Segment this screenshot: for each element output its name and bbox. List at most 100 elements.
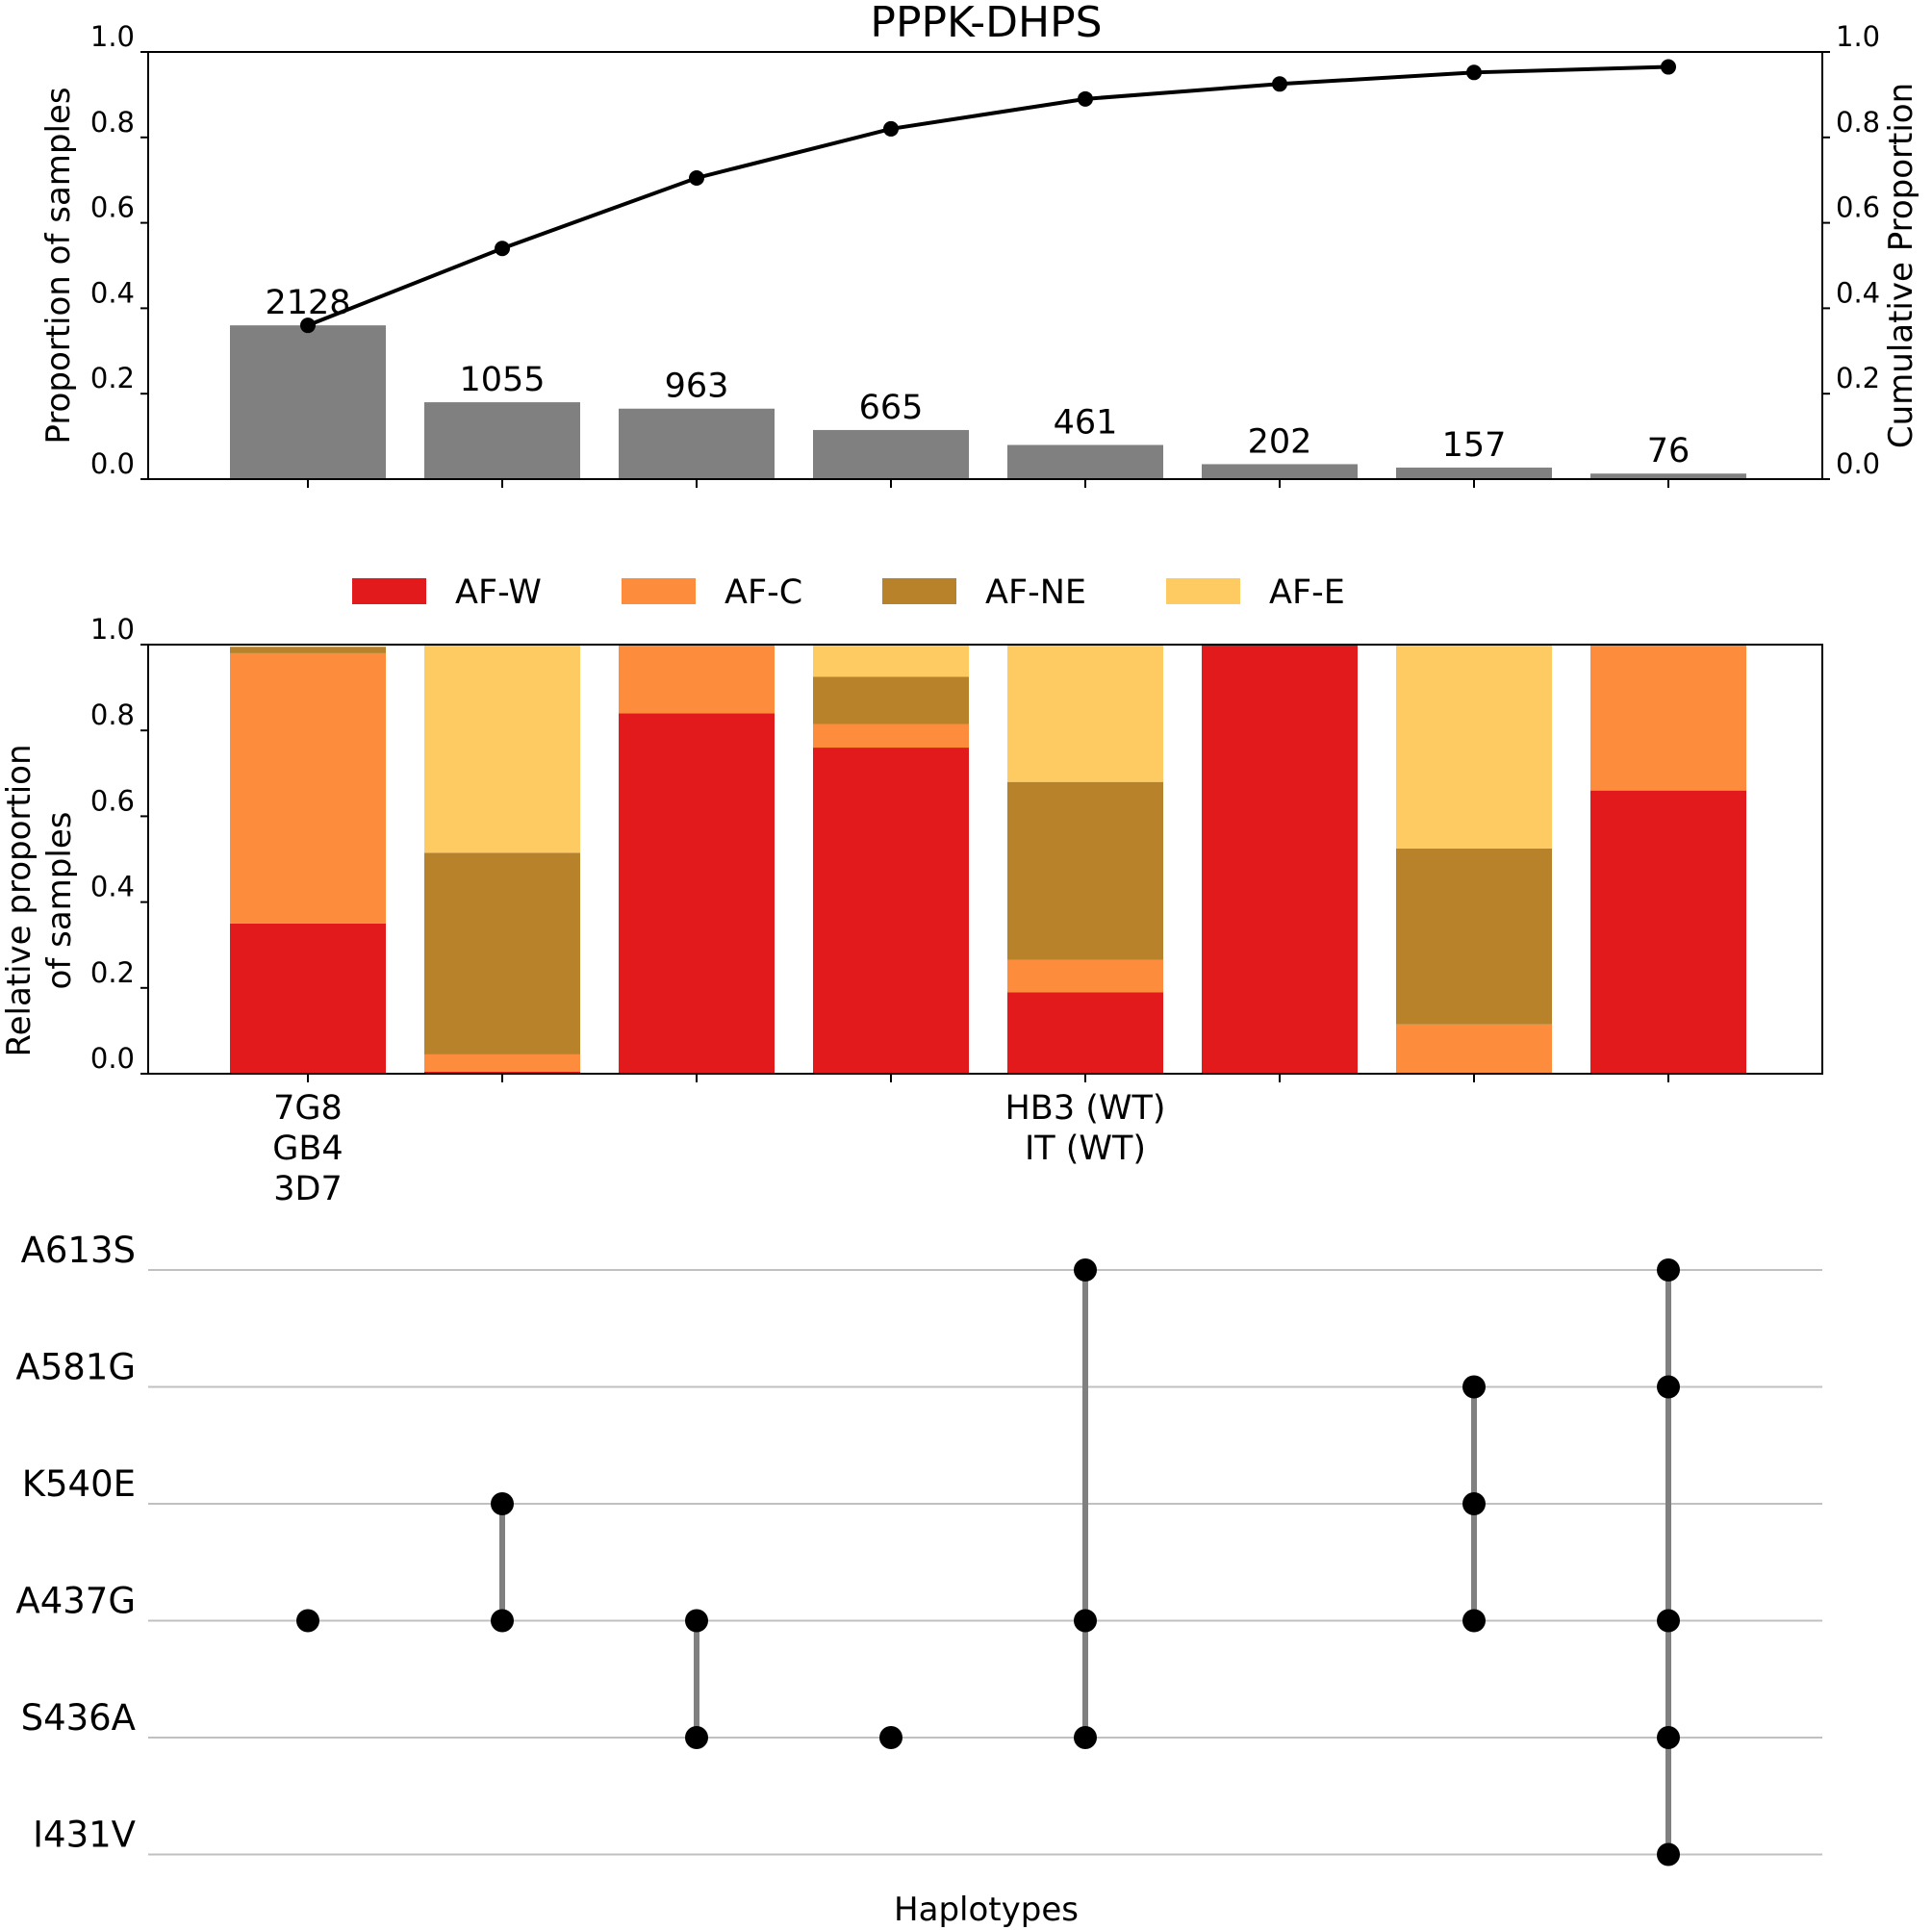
counts-bars [230,325,1746,479]
stack-segment-af-c-h2 [424,1054,580,1072]
legend-label-af-e: AF-E [1269,573,1345,612]
y-axis-label-left: Proportion of samples [39,87,78,444]
left-y-tick-label: 0.6 [90,191,135,224]
count-bar-h2 [424,402,580,479]
stack-segment-af-ne-h1 [230,647,386,653]
regions-y-tick-label: 1.0 [90,613,135,646]
row-label-a581g: A581G [15,1347,136,1388]
count-labels: 2128 1055 963 665 461 202 157 76 [265,284,1690,470]
count-bar-h5 [1007,444,1163,479]
mutation-rows: A613S A581G K540E A437G S436A I431V [15,1230,1822,1856]
cumulative-point-h7 [1466,64,1482,81]
count-bar-h4 [813,429,969,479]
count-bar-h8 [1590,473,1746,479]
cumulative-point-h6 [1272,76,1287,92]
row-label-s436a: S436A [21,1697,136,1739]
region-legend: AF-W AF-C AF-NE AF-E [352,573,1345,612]
stack-segment-af-e-h2 [424,645,580,853]
mutation-dot-a437g [1657,1609,1680,1633]
cumulative-point-h1 [300,317,316,334]
chart-title: PPPK-DHPS [870,0,1102,47]
regions-y-axis-label-line2: of samples [40,812,79,990]
x-axis-label: Haplotypes [894,1891,1079,1929]
mutation-dot-a613s [1074,1258,1097,1282]
regions-x-ticks [307,1074,1669,1082]
right-y-tick-label: 0.6 [1836,191,1880,224]
mutation-dot-i431v [1657,1842,1680,1867]
strain-label: 7G8 [273,1089,343,1128]
strain-label: 3D7 [273,1170,343,1208]
stack-segment-af-c-h5 [1007,959,1163,993]
legend-label-af-w: AF-W [455,573,542,612]
cumulative-line [300,59,1676,334]
region-stacked-bars [230,645,1746,1074]
mutation-dot-s436a [1657,1726,1680,1749]
stack-segment-af-c-h8 [1590,645,1746,791]
legend-label-af-c: AF-C [724,573,802,612]
count-label-h1: 2128 [265,284,350,322]
regions-y-tick-label: 0.6 [90,784,135,817]
right-y-tick-label: 1.0 [1836,20,1880,53]
count-bar-h6 [1202,464,1358,479]
stack-segment-af-ne-h4 [813,676,969,724]
regions-y-tick-label: 0.4 [90,871,135,903]
legend-swatch-af-w [352,578,426,604]
left-y-tick-label: 1.0 [90,20,135,53]
count-bar-h7 [1396,468,1552,479]
count-label-h4: 665 [859,389,924,427]
strain-label: HB3 (WT) [1004,1089,1165,1128]
legend-label-af-ne: AF-NE [985,573,1086,612]
row-label-k540e: K540E [22,1463,136,1505]
stack-segment-af-e-h5 [1007,645,1163,782]
row-label-a613s: A613S [21,1230,136,1271]
count-label-h8: 76 [1647,432,1690,470]
count-label-h5: 461 [1054,403,1118,442]
left-y-ticks: 0.0 0.2 0.4 0.6 0.8 1.0 [90,20,148,480]
right-y-tick-label: 0.8 [1836,106,1880,139]
left-y-tick-label: 0.2 [90,362,135,394]
stack-segment-af-ne-h7 [1396,848,1552,1025]
stack-segment-af-w-h3 [619,713,775,1074]
mutation-dot-a437g [1074,1609,1097,1633]
mutation-dot-k540e [1462,1492,1486,1515]
regions-y-ticks: 0.0 0.2 0.4 0.6 0.8 1.0 [90,613,148,1075]
stack-segment-af-ne-h5 [1007,781,1163,960]
stack-segment-af-ne-h2 [424,852,580,1054]
mutations-panel: A613S A581G K540E A437G S436A I431V Haplotype… [15,1230,1822,1929]
legend-swatch-af-ne [882,578,956,604]
mutation-dot-a581g [1657,1375,1680,1399]
cumulative-point-h2 [495,241,510,257]
mutation-dot-k540e [491,1492,514,1515]
left-y-tick-label: 0.4 [90,276,135,309]
count-label-h2: 1055 [459,361,545,399]
regions-panel: AF-W AF-C AF-NE AF-E 0.0 0.2 0.4 0.6 0.8 1.0 7G8… [0,573,1823,1208]
cumulative-point-h8 [1661,59,1676,75]
left-y-tick-label: 0.0 [90,447,135,480]
mutation-dot-s436a [685,1726,708,1749]
stack-segment-af-e-h7 [1396,645,1552,849]
right-y-ticks: 0.0 0.2 0.4 0.6 0.8 1.0 [1822,20,1880,480]
mutation-dot-a437g [296,1609,319,1633]
y-axis-label-right: Cumulative Proportion [1882,83,1920,448]
mutation-dot-a437g [685,1609,708,1633]
regions-y-tick-label: 0.2 [90,956,135,989]
row-label-i431v: I431V [33,1815,136,1856]
cumulative-polyline [307,64,1669,328]
cumulative-point-h5 [1078,90,1093,107]
count-bar-h3 [619,408,775,479]
right-y-tick-label: 0.0 [1836,447,1880,480]
left-y-tick-label: 0.8 [90,106,135,139]
mutation-matrix [296,1258,1680,1867]
cumulative-point-h4 [883,120,899,137]
cumulative-point-h3 [689,169,704,186]
right-y-tick-label: 0.4 [1836,276,1880,309]
legend-swatch-af-c [622,578,696,604]
count-label-h3: 963 [665,368,729,406]
mutation-dot-a581g [1462,1375,1486,1399]
strain-label: GB4 [272,1130,343,1168]
stack-segment-af-c-h3 [619,645,775,714]
regions-y-axis-label-line1: Relative proportion [0,744,38,1056]
